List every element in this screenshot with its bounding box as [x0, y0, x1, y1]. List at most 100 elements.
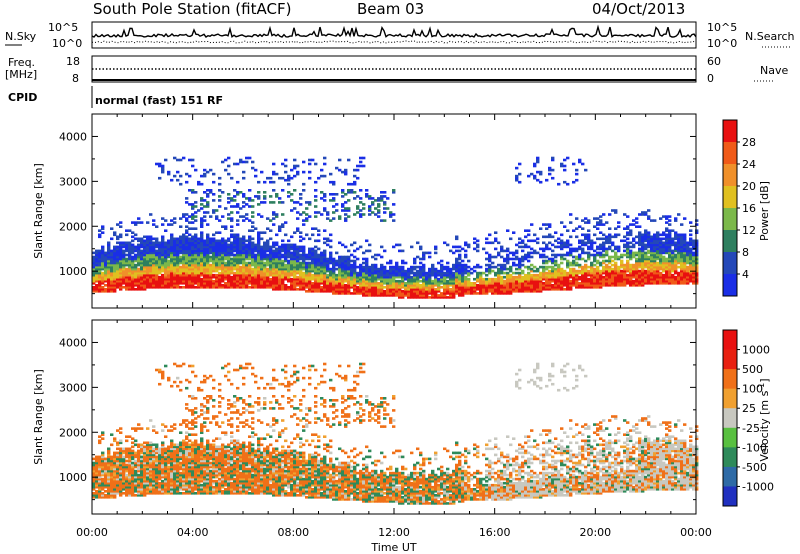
power-cell	[188, 253, 192, 257]
power-cell	[410, 292, 414, 295]
power-cell	[530, 172, 534, 176]
power-cell	[200, 286, 204, 289]
power-cell	[560, 247, 564, 251]
power-cell	[140, 243, 144, 247]
power-cell	[665, 271, 669, 275]
power-cell	[617, 282, 621, 285]
power-cell	[137, 284, 141, 287]
power-cell	[341, 203, 345, 206]
power-cell	[635, 259, 639, 263]
power-cell	[464, 269, 468, 273]
power-cell	[503, 284, 507, 287]
power-cell	[368, 288, 372, 291]
power-cell	[542, 223, 546, 226]
power-cell	[137, 263, 141, 267]
power-cell	[161, 253, 165, 257]
power-cell	[674, 263, 678, 267]
power-cell	[161, 170, 165, 174]
velocity-cell	[116, 457, 120, 461]
power-cell	[356, 271, 360, 275]
power-cell	[314, 282, 318, 285]
power-cell	[128, 279, 132, 283]
power-cell	[254, 174, 258, 178]
power-cell	[476, 245, 480, 249]
power-cell	[638, 231, 642, 234]
power-cell	[545, 223, 549, 226]
power-cell	[659, 251, 663, 255]
power-cell	[494, 247, 498, 251]
power-cell	[152, 275, 156, 279]
power-cell	[194, 247, 198, 251]
power-cell	[539, 275, 543, 279]
power-cell	[662, 257, 666, 261]
power-cell	[113, 286, 117, 289]
power-cell	[329, 199, 333, 202]
power-cell	[563, 225, 567, 228]
power-cell	[695, 247, 699, 251]
power-cell	[581, 284, 585, 287]
power-cell	[692, 245, 696, 249]
velocity-cell	[119, 471, 123, 475]
power-cell	[383, 201, 387, 204]
power-cell	[563, 168, 567, 172]
power-cell	[128, 271, 132, 275]
power-cell	[500, 286, 504, 289]
power-cell	[293, 282, 297, 285]
power-cell	[410, 296, 414, 299]
power-cell	[299, 235, 303, 239]
power-cell	[191, 227, 195, 230]
power-cell	[260, 251, 264, 255]
power-cell	[626, 263, 630, 267]
power-cell	[131, 275, 135, 279]
power-cell	[635, 275, 639, 279]
power-cell	[179, 271, 183, 275]
power-cell	[413, 284, 417, 287]
power-cell	[227, 213, 231, 216]
power-cell	[362, 284, 366, 287]
power-cell	[254, 257, 258, 261]
power-cell	[668, 265, 672, 269]
power-cell	[146, 275, 150, 279]
power-cell	[176, 170, 180, 174]
power-cell	[338, 273, 342, 277]
power-cell	[551, 271, 555, 275]
power-cell	[680, 271, 684, 275]
power-cell	[251, 269, 255, 273]
velocity-cell	[101, 485, 105, 489]
power-cell	[677, 255, 681, 259]
power-cell	[218, 245, 222, 249]
power-cell	[116, 269, 120, 273]
power-cell	[644, 231, 648, 234]
power-cell	[200, 207, 204, 210]
power-cell	[341, 269, 345, 273]
power-cell	[137, 259, 141, 263]
power-cell	[629, 255, 633, 259]
power-cell	[239, 237, 243, 241]
power-cell	[455, 257, 459, 261]
power-cell	[362, 286, 366, 289]
power-cell	[227, 282, 231, 285]
velocity-cell	[110, 455, 114, 459]
power-cell	[347, 265, 351, 269]
power-cell	[275, 251, 279, 255]
power-cell	[233, 247, 237, 251]
power-cell	[248, 255, 252, 259]
power-cell	[293, 245, 297, 249]
power-cell	[167, 282, 171, 285]
power-cell	[683, 245, 687, 249]
power-cell	[200, 273, 204, 277]
power-cell	[656, 253, 660, 257]
power-cell	[287, 195, 291, 198]
power-cell	[500, 279, 504, 283]
power-cell	[227, 271, 231, 275]
velocity-cell	[110, 475, 114, 479]
power-cell	[260, 263, 264, 267]
power-cell	[356, 176, 360, 180]
power-cell	[575, 235, 579, 239]
power-cell	[104, 275, 108, 279]
power-cell	[272, 253, 276, 257]
power-cell	[107, 286, 111, 289]
power-cell	[650, 235, 654, 239]
power-cell	[212, 193, 216, 196]
power-cell	[200, 247, 204, 251]
